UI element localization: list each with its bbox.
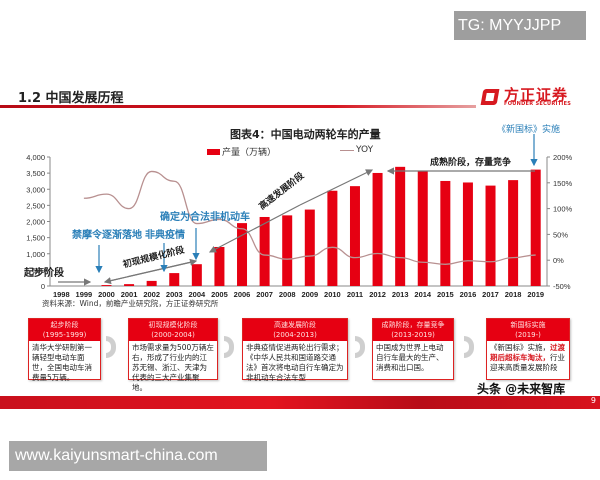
chart-source: 资料来源：Wind，前瞻产业研究院，方正证券研究所 xyxy=(42,299,219,308)
stage-card-body: 清华大学研制第一辆轻型电动车面世，全国电动车消费量5万辆。 xyxy=(32,343,92,382)
svg-text:2017: 2017 xyxy=(482,290,499,299)
section-title: 1.2 中国发展历程 xyxy=(18,91,124,106)
svg-text:2014: 2014 xyxy=(414,290,432,299)
svg-text:4,000: 4,000 xyxy=(26,153,45,162)
svg-text:150%: 150% xyxy=(553,179,573,188)
stage-title: 高速发展阶段 xyxy=(274,321,316,329)
stage-card-head: 高速发展阶段 (2004-2013) xyxy=(243,319,347,341)
legend-production-label: 产量（万辆） xyxy=(222,148,277,158)
svg-text:2000: 2000 xyxy=(98,290,115,299)
watermark-bottom-right: 头条 @未来智库 xyxy=(477,382,566,396)
svg-text:2,500: 2,500 xyxy=(26,201,45,210)
stage-card-body: 非典疫情促进两轮出行需求；《中华人民共和国道路交通法》首次将电动自行车确定为非机… xyxy=(246,343,344,382)
svg-text:500: 500 xyxy=(32,266,45,275)
stage-period: (2013-2019) xyxy=(391,331,435,339)
stage-card-head: 初现规模化阶段 (2000-2004) xyxy=(129,319,217,341)
svg-text:2,000: 2,000 xyxy=(26,218,45,227)
chevron-right-icon xyxy=(355,336,365,358)
svg-text:2009: 2009 xyxy=(301,290,318,299)
svg-text:2005: 2005 xyxy=(211,290,228,299)
watermark-top: TG: MYYJJPP xyxy=(454,11,586,40)
stage-card-standard: 新国标实施 (2019-) 《新国标》实施，过渡期后超标车淘汰，行业迎来高质量发展… xyxy=(486,318,570,380)
stage-card-body: 中国成为世界上电动自行车最大的生产、消费和出口国。 xyxy=(376,343,444,372)
stage-period: (1995-1999) xyxy=(42,331,87,339)
annotation-arrows xyxy=(58,134,538,286)
chevron-right-icon xyxy=(106,336,116,358)
svg-text:2004: 2004 xyxy=(188,290,206,299)
svg-text:2012: 2012 xyxy=(369,290,386,299)
chart-bars xyxy=(101,166,541,286)
annotation-event-legal: 确定为合法非机动车 xyxy=(160,212,250,223)
svg-text:0%: 0% xyxy=(553,256,564,265)
production-chart: 0 500 1,000 1,500 2,000 2,500 3,000 3,500 4,000 -… xyxy=(26,134,573,299)
founder-logo: 方正证券 FOUNDER SECURITIES xyxy=(480,86,592,109)
legend-line-swatch xyxy=(340,149,354,151)
stage-card-head: 成熟阶段，存量竞争 (2013-2019) xyxy=(373,319,453,341)
stage-card-body: 市场需求量为500万辆左右，形成了行业内的江苏无锡、浙江、天津为代表的三大产业集… xyxy=(132,343,214,392)
svg-text:2003: 2003 xyxy=(166,290,183,299)
chevron-right-icon xyxy=(224,336,234,358)
svg-text:2007: 2007 xyxy=(256,290,273,299)
svg-text:2008: 2008 xyxy=(279,290,296,299)
svg-text:2018: 2018 xyxy=(505,290,522,299)
stage-title: 新国标实施 xyxy=(510,321,546,329)
axis-ticks: 0 500 1,000 1,500 2,000 2,500 3,000 3,500 4,000 -… xyxy=(26,153,572,299)
chevron-right-icon xyxy=(464,336,474,358)
svg-text:100%: 100% xyxy=(553,205,573,214)
page-number: 9 xyxy=(590,396,596,405)
svg-text:1,000: 1,000 xyxy=(26,250,45,259)
annotation-stage-mature: 成熟阶段，存量竞争 xyxy=(430,158,512,168)
yoy-line xyxy=(83,170,536,265)
svg-text:2015: 2015 xyxy=(437,290,454,299)
svg-text:1,500: 1,500 xyxy=(26,234,45,243)
svg-text:2011: 2011 xyxy=(347,290,363,299)
svg-text:-50%: -50% xyxy=(553,282,571,291)
footer-bar xyxy=(0,396,600,409)
svg-text:3,000: 3,000 xyxy=(26,185,45,194)
logo-en-text: FOUNDER SECURITIES xyxy=(504,101,572,107)
annotation-event-sars: 非典疫情 xyxy=(145,230,185,241)
legend-yoy: YOY xyxy=(340,145,373,155)
svg-text:200%: 200% xyxy=(553,153,573,162)
stage-card-body: 《新国标》实施，过渡期后超标车淘汰，行业迎来高质量发展阶段 xyxy=(490,343,565,372)
legend-bar-swatch xyxy=(207,148,220,155)
svg-text:2019: 2019 xyxy=(527,290,544,299)
stage-title: 初现规模化阶段 xyxy=(148,321,198,329)
svg-text:1999: 1999 xyxy=(76,290,93,299)
logo-cn-text: 方正证券 xyxy=(504,86,569,104)
annotation-event-ban: 禁摩令逐渐落地 xyxy=(72,230,142,241)
legend-yoy-label: YOY xyxy=(356,145,374,155)
annotation-event-standard: 《新国标》实施 xyxy=(497,125,561,135)
svg-text:3,500: 3,500 xyxy=(26,169,45,178)
stage-card-mature: 成熟阶段，存量竞争 (2013-2019) 中国成为世界上电动自行车最大的生产、消… xyxy=(372,318,454,380)
stage-period: (2019-) xyxy=(515,331,541,339)
svg-text:2016: 2016 xyxy=(460,290,477,299)
stage-card-fast: 高速发展阶段 (2004-2013) 非典疫情促进两轮出行需求；《中华人民共和国道… xyxy=(242,318,348,382)
svg-text:2006: 2006 xyxy=(234,290,251,299)
stage-card-start: 起步阶段 (1995-1999) 清华大学研制第一辆轻型电动车面世，全国电动车消费… xyxy=(28,318,101,382)
annotation-stage-start: 起步阶段 xyxy=(24,268,64,279)
stage-card-initial: 初现规模化阶段 (2000-2004) 市场需求量为500万辆左右，形成了行业内的… xyxy=(128,318,218,392)
title-divider xyxy=(0,105,476,108)
stage-title: 起步阶段 xyxy=(50,321,79,329)
stage-title: 成熟阶段，存量竞争 xyxy=(381,321,445,329)
stage-period: (2004-2013) xyxy=(273,331,317,339)
watermark-url: www.kaiyunsmart-china.com xyxy=(9,441,267,471)
svg-text:50%: 50% xyxy=(553,230,568,239)
stage-card-head: 新国标实施 (2019-) xyxy=(487,319,569,341)
chart-title: 图表4：中国电动两轮车的产量 xyxy=(230,128,381,141)
stage-period: (2000-2004) xyxy=(151,331,195,339)
svg-text:1998: 1998 xyxy=(53,290,70,299)
svg-text:0: 0 xyxy=(41,282,45,291)
svg-text:2001: 2001 xyxy=(121,290,138,299)
svg-text:2013: 2013 xyxy=(392,290,409,299)
svg-text:2002: 2002 xyxy=(143,290,160,299)
stage-card-head: 起步阶段 (1995-1999) xyxy=(29,319,100,341)
svg-text:2010: 2010 xyxy=(324,290,341,299)
legend-production: 产量（万辆） xyxy=(207,145,276,158)
